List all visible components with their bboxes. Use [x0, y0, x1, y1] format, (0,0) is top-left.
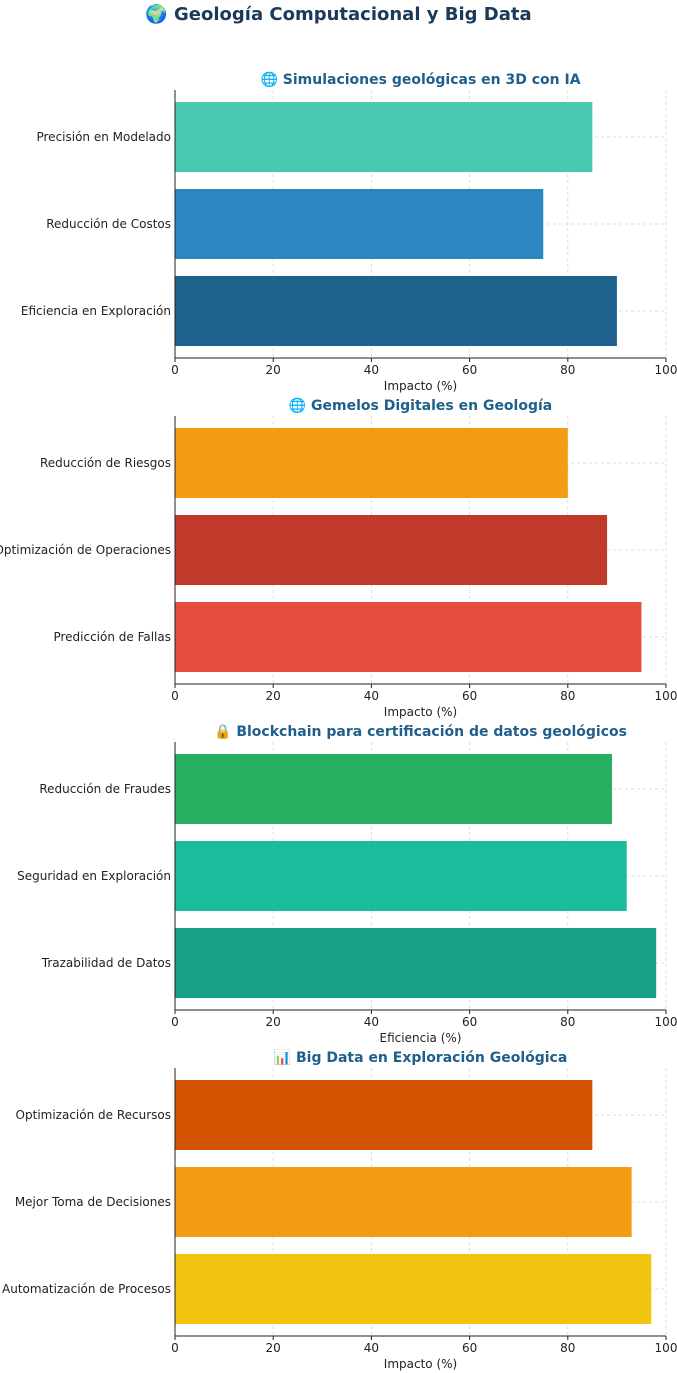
chart-4-x-axis-label: Impacto (%) — [384, 1357, 457, 1371]
chart-1-tick-label: 80 — [560, 363, 575, 377]
chart-4-tick-label: 60 — [462, 1341, 477, 1355]
chart-2-tick-label: 60 — [462, 689, 477, 703]
chart-2-bar-1 — [175, 428, 568, 498]
chart-3-bar-2 — [175, 841, 627, 911]
chart-1-bar-1 — [175, 102, 593, 172]
chart-3-category-label: Seguridad en Exploración — [17, 869, 171, 883]
chart-4-tick-label: 100 — [655, 1341, 677, 1355]
chart-4-category-label: Mejor Toma de Decisiones — [15, 1195, 171, 1209]
chart-2-tick-label: 100 — [655, 689, 677, 703]
chart-1-tick-label: 40 — [364, 363, 379, 377]
chart-4-bar-2 — [175, 1167, 632, 1237]
chart-1-category-label: Reducción de Costos — [46, 217, 171, 231]
chart-1-title: 🌐 Simulaciones geológicas en 3D con IA — [260, 71, 580, 88]
chart-1-category-label: Eficiencia en Exploración — [21, 304, 171, 318]
chart-3-category-label: Trazabilidad de Datos — [41, 956, 171, 970]
chart-3-category-label: Reducción de Fraudes — [39, 782, 171, 796]
chart-1-category-label: Precisión en Modelado — [36, 130, 171, 144]
chart-3-tick-label: 80 — [560, 1015, 575, 1029]
chart-1-bar-3 — [175, 276, 617, 346]
page-title: 🌍 Geología Computacional y Big Data — [145, 4, 532, 25]
chart-4-category-label: Optimización de Recursos — [16, 1108, 171, 1122]
chart-2-category-label: Predicción de Fallas — [53, 630, 171, 644]
chart-1-tick-label: 20 — [266, 363, 281, 377]
chart-4-bar-3 — [175, 1254, 652, 1324]
chart-3-tick-label: 40 — [364, 1015, 379, 1029]
chart-2-category-label: Optimización de Operaciones — [0, 543, 171, 557]
chart-3-tick-label: 100 — [655, 1015, 677, 1029]
chart-3-bar-3 — [175, 928, 657, 998]
chart-4-tick-label: 80 — [560, 1341, 575, 1355]
chart-2-category-label: Reducción de Riesgos — [40, 456, 171, 470]
chart-3-title: 🔒 Blockchain para certificación de datos… — [214, 724, 627, 740]
chart-2-title: 🌐 Gemelos Digitales en Geología — [289, 397, 553, 414]
chart-4-bar-1 — [175, 1080, 593, 1150]
chart-2-bar-2 — [175, 515, 608, 585]
chart-2-tick-label: 0 — [171, 689, 179, 703]
chart-4-tick-label: 20 — [266, 1341, 281, 1355]
chart-3-tick-label: 0 — [171, 1015, 179, 1029]
chart-2-tick-label: 40 — [364, 689, 379, 703]
chart-4-category-label: Automatización de Procesos — [2, 1282, 171, 1296]
chart-2-tick-label: 80 — [560, 689, 575, 703]
chart-4-title: 📊 Big Data en Exploración Geológica — [274, 1049, 568, 1066]
chart-3-x-axis-label: Eficiencia (%) — [380, 1031, 462, 1045]
chart-4-tick-label: 40 — [364, 1341, 379, 1355]
chart-3-bar-1 — [175, 754, 612, 824]
chart-1-tick-label: 60 — [462, 363, 477, 377]
chart-1-bar-2 — [175, 189, 544, 259]
chart-3-tick-label: 20 — [266, 1015, 281, 1029]
chart-1-tick-label: 100 — [655, 363, 677, 377]
chart-1-x-axis-label: Impacto (%) — [384, 379, 457, 393]
chart-4-tick-label: 0 — [171, 1341, 179, 1355]
chart-2-bar-3 — [175, 602, 642, 672]
chart-1-tick-label: 0 — [171, 363, 179, 377]
chart-3-tick-label: 60 — [462, 1015, 477, 1029]
chart-2-tick-label: 20 — [266, 689, 281, 703]
chart-2-x-axis-label: Impacto (%) — [384, 705, 457, 719]
